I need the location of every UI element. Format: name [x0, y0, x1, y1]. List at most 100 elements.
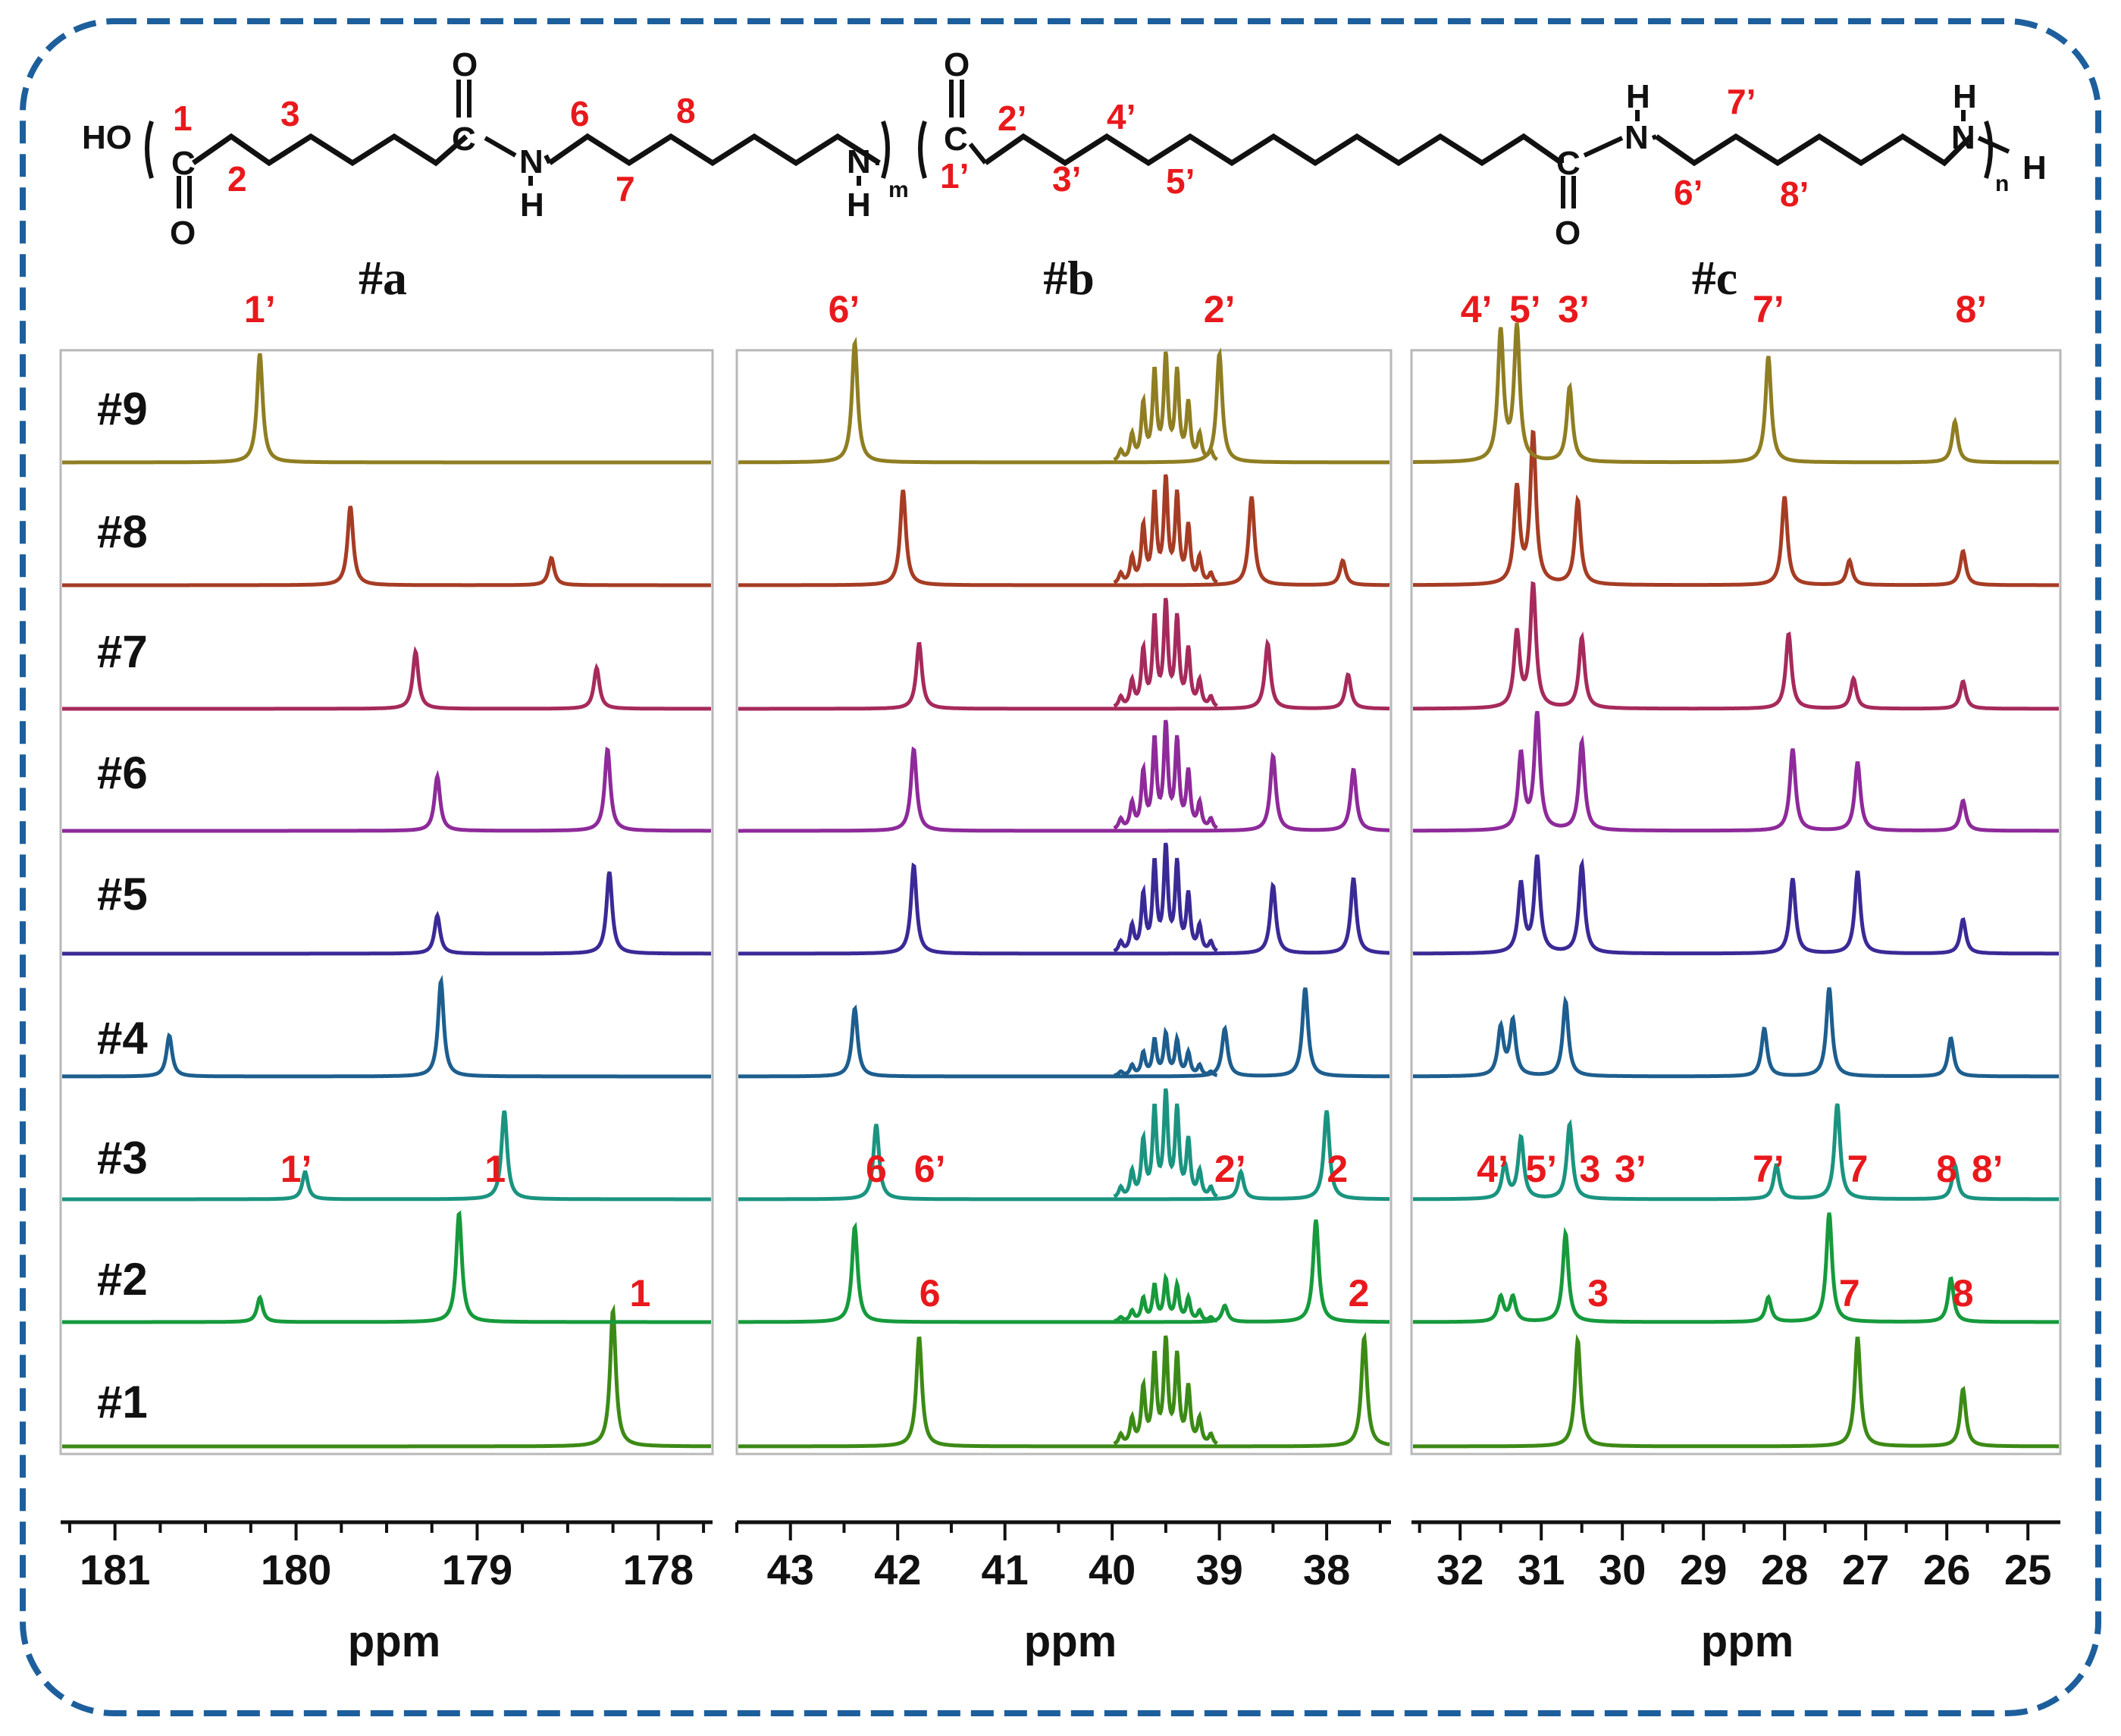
atom-text: H	[520, 186, 544, 224]
sample-label: #6	[97, 747, 148, 798]
spectrum-line-sample-6	[738, 746, 1389, 833]
peak-label: 7	[1847, 1148, 1869, 1190]
peak-label: 1	[630, 1272, 651, 1315]
x-tick-label: 43	[767, 1546, 814, 1593]
structure-label: 7	[616, 169, 635, 208]
x-tick-label: 30	[1599, 1546, 1646, 1593]
peak-label: 2’	[1214, 1148, 1246, 1190]
structure-label: 5’	[1166, 161, 1195, 201]
atom-text: N	[519, 143, 544, 180]
sample-label: #4	[97, 1013, 148, 1064]
x-tick-label: 39	[1195, 1546, 1242, 1593]
atom-text: O	[452, 46, 478, 83]
x-axis-label: ppm	[1024, 1617, 1117, 1666]
atom-text: H	[847, 186, 871, 224]
atom-text: O	[170, 215, 196, 252]
structure-label: 3’	[1052, 159, 1081, 199]
section-title-a: #a	[359, 251, 407, 305]
atom-text: C	[1556, 145, 1581, 182]
x-tick-label: 26	[1923, 1546, 1970, 1593]
peak-label: 1’	[280, 1148, 312, 1190]
structure-label: 7’	[1727, 82, 1756, 121]
spectrum-line-sample-1	[1413, 1333, 2059, 1449]
solvent-multiplet-sample-2	[1114, 1272, 1218, 1323]
atom-text: C	[944, 121, 968, 158]
peak-label: 6’	[914, 1148, 946, 1190]
peak-label: 4’	[1461, 288, 1493, 331]
spectrum-line-sample-7	[738, 638, 1389, 711]
peak-label: 8	[1936, 1148, 1957, 1190]
atom-text: N	[1951, 119, 1975, 156]
peak-label: 2	[1327, 1148, 1348, 1190]
peak-label: 1	[484, 1148, 506, 1190]
panel-frame	[735, 349, 1393, 1456]
sample-label: #8	[97, 506, 148, 557]
atom-text: N	[847, 143, 871, 180]
x-tick-label: 178	[623, 1546, 694, 1593]
x-tick-label: 40	[1089, 1546, 1136, 1593]
dashed-frame	[20, 18, 2101, 1716]
panel-frame	[1410, 349, 2062, 1456]
structure-label: 8’	[1780, 174, 1809, 214]
peak-label: 2’	[1204, 288, 1236, 331]
structure-label: 8	[676, 91, 696, 130]
peak-label: 8’	[1955, 288, 1987, 331]
bracket-left-1	[145, 121, 154, 179]
peak-label: 7’	[1753, 288, 1784, 331]
peak-label: 1’	[244, 288, 276, 331]
spectrum-line-sample-9	[738, 336, 1389, 465]
spectrum-line-sample-4	[1413, 987, 2059, 1079]
peak-label: 3	[1587, 1272, 1609, 1315]
solvent-multiplet-sample-3	[1113, 1088, 1218, 1199]
atom-text: O	[1555, 215, 1581, 252]
x-tick-label: 41	[982, 1546, 1029, 1593]
bracket-right-2	[1984, 121, 1993, 179]
spectrum-line-sample-5	[62, 871, 711, 956]
x-tick-label: 28	[1761, 1546, 1808, 1593]
x-tick-label: 42	[874, 1546, 921, 1593]
spectrum-line-sample-7	[1413, 581, 2059, 711]
peak-label: 6	[920, 1272, 941, 1315]
section-title-b: #b	[1043, 251, 1095, 305]
spectrum-line-sample-3	[738, 1110, 1389, 1202]
atom-text: C	[452, 121, 476, 158]
solvent-multiplet-sample-7	[1113, 597, 1218, 708]
peak-label: 6’	[829, 288, 860, 331]
spectrum-line-sample-3	[1413, 1103, 2059, 1202]
structure-label: 2’	[998, 99, 1026, 138]
structure-label: 6’	[1674, 173, 1703, 212]
x-axis-label: ppm	[1701, 1617, 1794, 1666]
sample-label: #1	[97, 1377, 148, 1427]
peak-label: 5’	[1509, 288, 1541, 331]
chemical-structure: HO C O O C N H N H m O C C O H N N H n H…	[82, 46, 2047, 252]
x-tick-label: 31	[1518, 1546, 1565, 1593]
atom-text: m	[888, 177, 909, 202]
atom-text: C	[171, 145, 196, 182]
solvent-multiplet-sample-6	[1113, 719, 1218, 830]
structure-label: 1	[173, 99, 193, 138]
spectrum-line-sample-3	[62, 1110, 711, 1202]
spectrum-line-sample-6	[1413, 710, 2059, 833]
sample-label: #3	[97, 1133, 148, 1183]
spectrum-line-sample-1	[62, 1303, 711, 1449]
spectrum-line-sample-1	[738, 1331, 1390, 1449]
spectrum-line-sample-6	[62, 746, 711, 833]
spectrum-line-sample-9	[62, 353, 711, 465]
chain-a2	[547, 133, 881, 167]
x-tick-label: 180	[261, 1546, 331, 1593]
spectrum-line-sample-2	[1413, 1212, 2059, 1324]
peak-label: 3’	[1615, 1148, 1646, 1190]
peak-label: 3’	[1558, 288, 1590, 331]
panel-frame	[59, 349, 714, 1456]
x-tick-label: 25	[2004, 1546, 2051, 1593]
bracket-right-1	[881, 121, 890, 179]
bracket-left-2	[918, 121, 927, 179]
chain-c	[1654, 133, 1973, 167]
spectrum-line-sample-9	[1413, 322, 2059, 465]
spectrum-line-sample-8	[1413, 429, 2059, 588]
solvent-multiplet-sample-9	[1113, 351, 1218, 462]
structure-label: 3	[280, 94, 300, 133]
chain-a1	[191, 133, 468, 167]
